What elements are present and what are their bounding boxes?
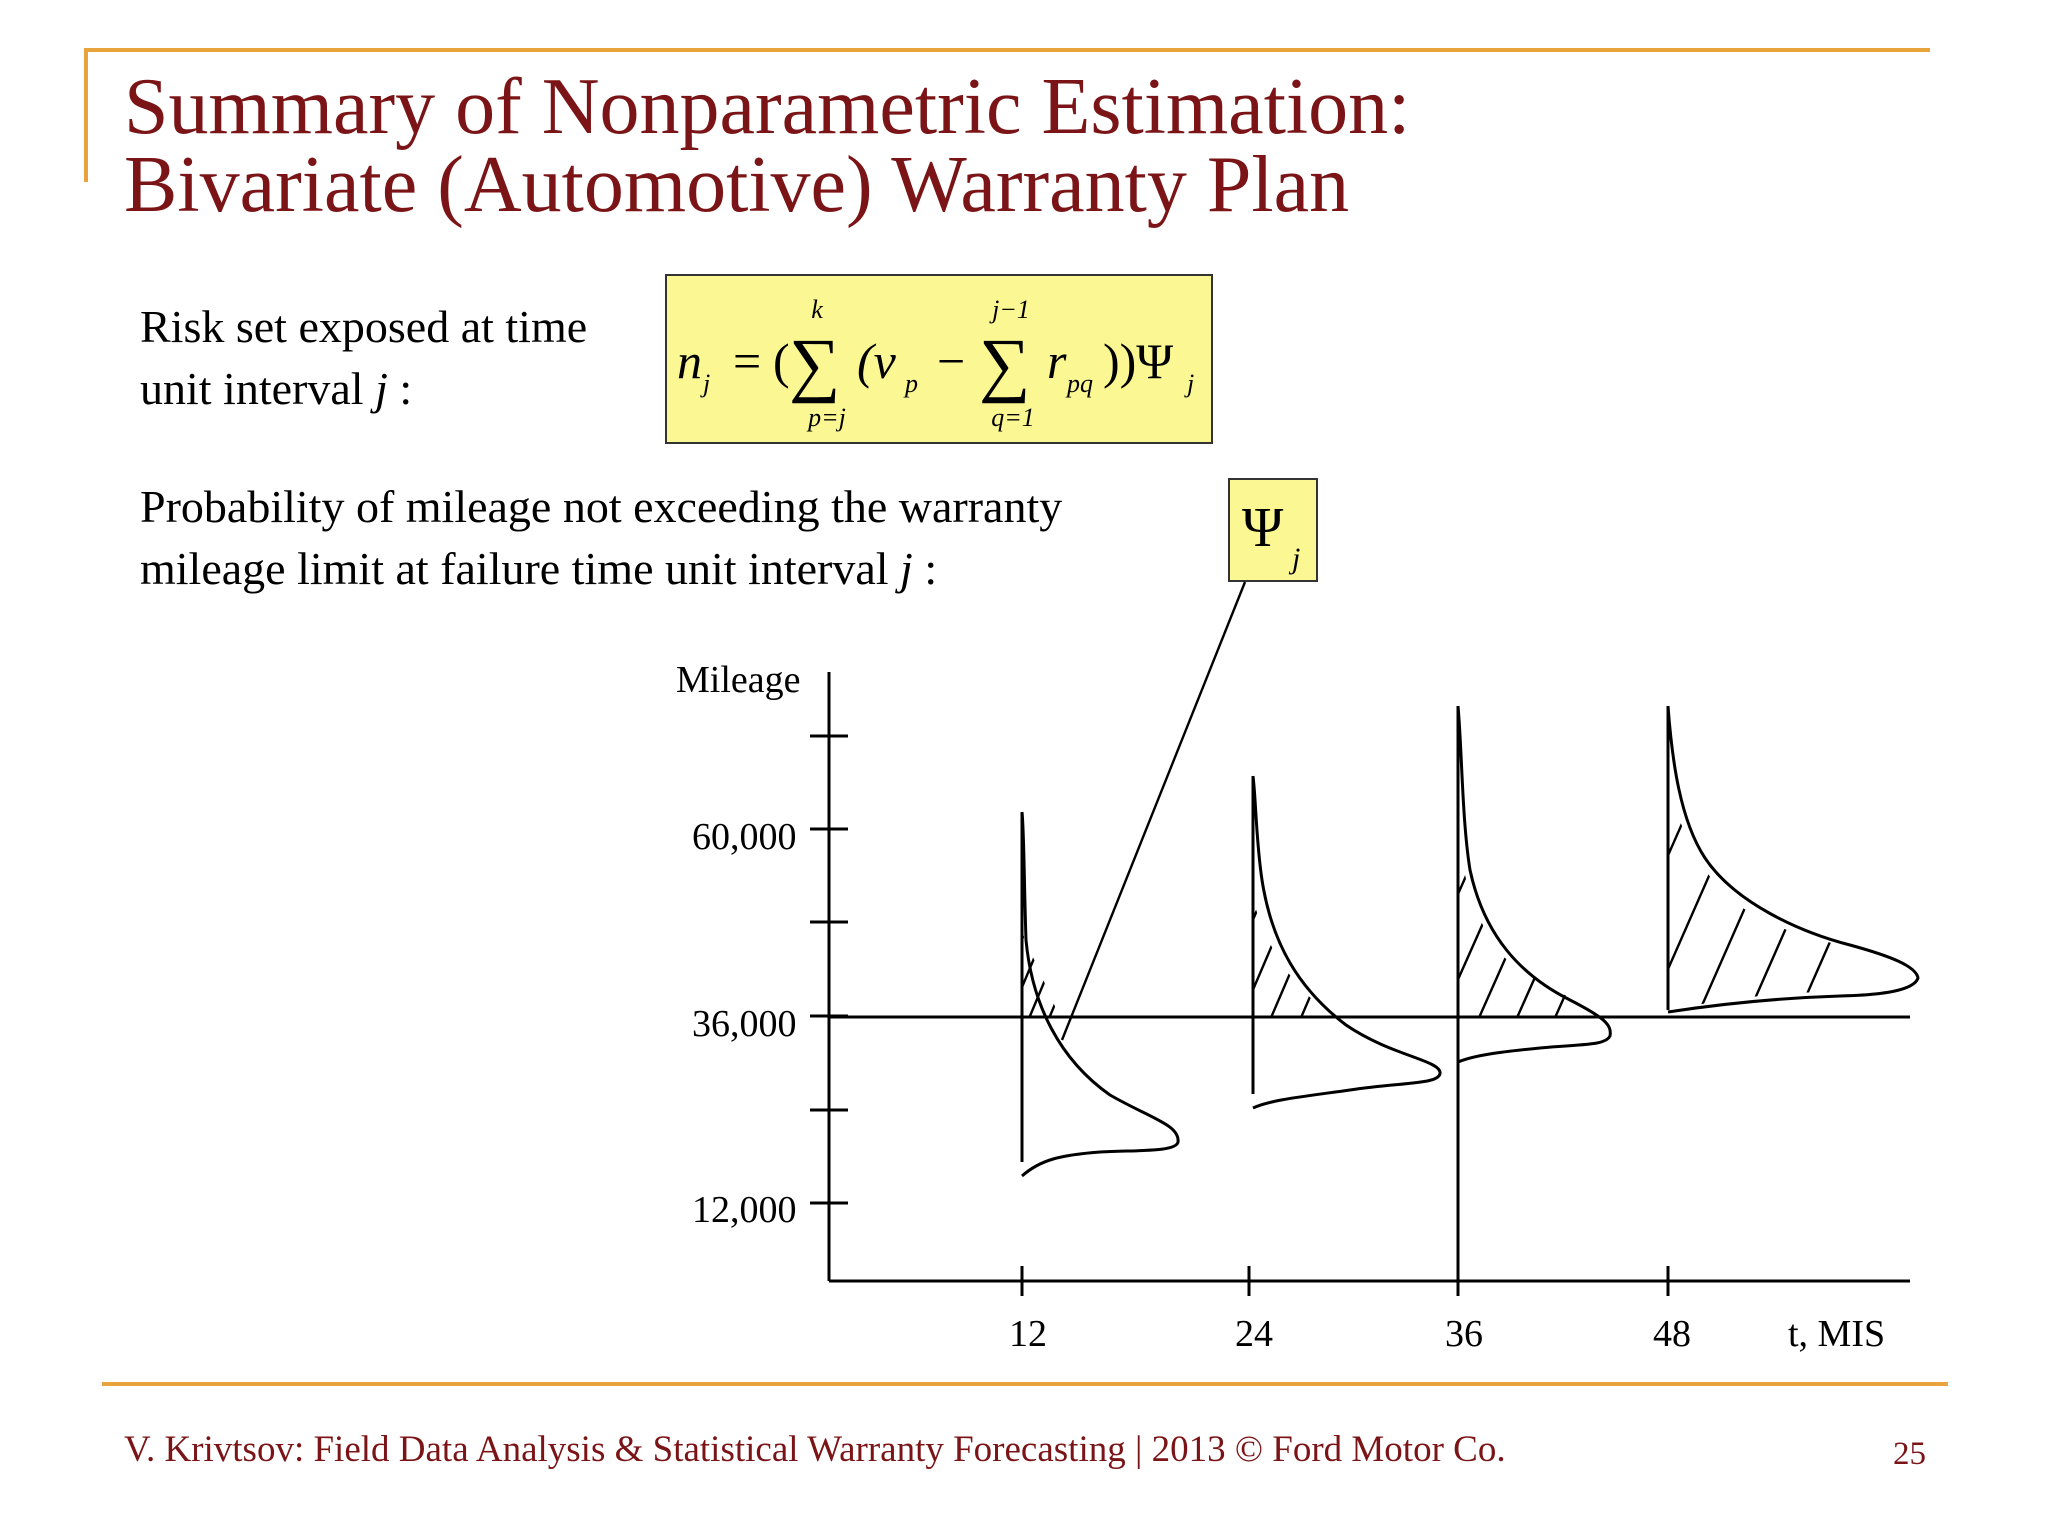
risk-set-line-2: unit interval j :: [140, 363, 413, 414]
probability-line-2: mileage limit at failure time unit inter…: [140, 543, 938, 594]
formula-equals: =: [733, 333, 761, 389]
title-line-1: Summary of Nonparametric Estimation:: [124, 63, 1411, 151]
probability-line-1: Probability of mileage not exceeding the…: [140, 481, 1063, 532]
y-axis-label: Mileage: [676, 659, 801, 701]
top-accent-rule: [84, 48, 1930, 52]
sum2-symbol: ∑: [979, 324, 1030, 404]
sum1-lower: p=j: [806, 403, 846, 432]
dist-36-curve: [1456, 705, 1612, 1064]
psi-callout-leader: [1060, 581, 1247, 1041]
risk-set-label: Risk set exposed at time unit interval j…: [140, 296, 587, 420]
dist-12-curve: [1020, 811, 1180, 1178]
hatched-regions: [1022, 780, 1912, 1018]
footer-credit: V. Krivtsov: Field Data Analysis & Stati…: [124, 1429, 1506, 1470]
distribution-curves: [1020, 705, 1920, 1281]
dist-24-curve: [1251, 775, 1442, 1110]
hatch-36: [1458, 840, 1610, 1018]
sum2-upper: j−1: [989, 295, 1030, 324]
formula-lhs-sub: j: [700, 369, 710, 398]
hatch-24: [1253, 900, 1336, 1018]
chart-axes: [810, 672, 1910, 1296]
slide-title: Summary of Nonparametric Estimation: Biv…: [124, 63, 1924, 229]
formula-open-paren: (: [773, 333, 790, 389]
formula-v-sub: p: [903, 369, 918, 398]
probability-label: Probability of mileage not exceeding the…: [140, 476, 1062, 600]
risk-set-formula: n j = ( k ∑ p=j (v p − j−1 ∑ q=1 r pq ))…: [665, 274, 1213, 444]
page-number: 25: [1893, 1436, 1926, 1472]
y-tick-label-12000: 12,000: [692, 1189, 797, 1231]
x-axis-label: t, MIS: [1788, 1313, 1885, 1355]
formula-minus: −: [937, 333, 965, 389]
formula-svg: n j = ( k ∑ p=j (v p − j−1 ∑ q=1 r pq ))…: [677, 295, 1194, 432]
bottom-accent-rule: [102, 1382, 1948, 1386]
formula-lhs: n: [677, 333, 702, 389]
sum1-symbol: ∑: [789, 324, 840, 404]
dist-48-curve: [1666, 705, 1920, 1014]
x-tick-label-48: 48: [1653, 1313, 1691, 1355]
sum2-lower: q=1: [991, 403, 1035, 432]
psi-callout-box: Ψ j: [1228, 478, 1318, 582]
formula-psi-sub: j: [1184, 369, 1194, 398]
hatch-48: [1668, 780, 1912, 1010]
x-tick-label-24: 24: [1235, 1313, 1273, 1355]
x-tick-label-12: 12: [1009, 1313, 1047, 1355]
sum1-upper: k: [811, 295, 823, 324]
x-tick-label-36: 36: [1445, 1313, 1483, 1355]
formula-r: r: [1047, 333, 1067, 389]
y-tick-label-36000: 36,000: [692, 1003, 797, 1045]
psi-sub: j: [1288, 542, 1300, 575]
psi-symbol: Ψ: [1242, 497, 1284, 559]
hatch-12: [1022, 932, 1060, 1018]
y-tick-label-60000: 60,000: [692, 816, 797, 858]
axis-labels: Mileage 60,000 36,000 12,000 12 24 36 48…: [676, 659, 1885, 1355]
formula-close-psi: ))Ψ: [1103, 333, 1173, 389]
side-accent-rule: [84, 48, 88, 182]
psi-svg: Ψ j: [1242, 497, 1300, 575]
risk-set-line-1: Risk set exposed at time: [140, 301, 588, 352]
formula-v: (v: [857, 333, 897, 389]
formula-r-sub: pq: [1065, 369, 1093, 398]
title-line-2: Bivariate (Automotive) Warranty Plan: [124, 141, 1350, 229]
